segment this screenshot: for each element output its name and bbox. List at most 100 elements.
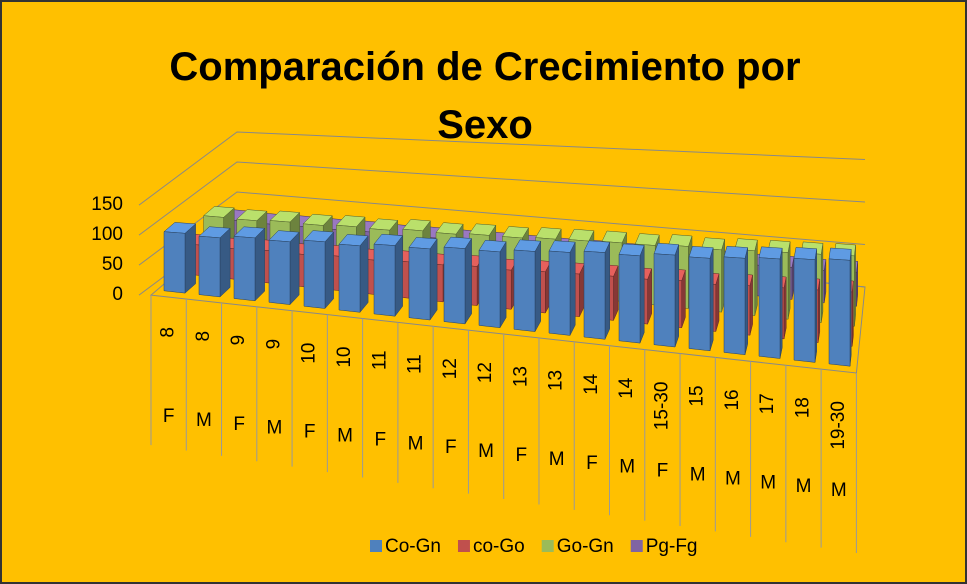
- group-label: F: [586, 453, 598, 474]
- bar-side: [184, 223, 196, 294]
- bar-front: [478, 250, 501, 328]
- bar-side: [709, 247, 714, 351]
- bar: [443, 236, 473, 325]
- legend-swatch: [630, 540, 643, 552]
- bar-side: [429, 238, 438, 321]
- x-tick-label: 9: [263, 339, 284, 350]
- bar: [303, 230, 335, 310]
- bar: [163, 222, 197, 294]
- bar-side: [324, 231, 334, 310]
- bar-top: [688, 246, 714, 259]
- bar: [793, 247, 817, 363]
- bar-side: [464, 237, 472, 325]
- group-label: F: [516, 445, 528, 466]
- bar-top: [653, 242, 680, 256]
- bar-side: [604, 242, 610, 340]
- legend-label: Pg-Fg: [646, 536, 698, 557]
- group-label: M: [725, 468, 741, 489]
- bar-front: [793, 258, 816, 363]
- bar: [758, 246, 783, 359]
- group-label: M: [760, 472, 776, 493]
- legend-swatch: [370, 540, 382, 552]
- bar-side: [779, 248, 783, 359]
- bar-side: [754, 240, 758, 316]
- x-tick-label: 10: [299, 343, 320, 364]
- bar-side: [787, 241, 791, 320]
- bar-front: [163, 231, 186, 294]
- bar-front: [653, 253, 676, 348]
- bar-top: [758, 246, 783, 260]
- x-tick-label: 16: [722, 389, 743, 410]
- bar-front: [758, 257, 781, 359]
- x-tick-label: 11: [369, 350, 390, 370]
- bar: [548, 240, 576, 336]
- bar-side: [394, 234, 403, 317]
- bar-top: [634, 233, 660, 246]
- group-label: M: [267, 418, 283, 439]
- bar-front: [443, 246, 466, 325]
- group-label: M: [549, 449, 565, 470]
- bar: [653, 242, 680, 348]
- y-tick-label: 0: [112, 284, 123, 305]
- bar: [618, 243, 645, 344]
- group-label: M: [408, 433, 424, 454]
- bar-side: [219, 227, 231, 298]
- x-tick-label: 14: [616, 377, 637, 399]
- bar-side: [569, 241, 576, 336]
- group-label: M: [831, 480, 847, 501]
- group-label: F: [374, 429, 386, 450]
- bar: [408, 237, 438, 321]
- x-tick-label: 12: [475, 362, 496, 383]
- bar: [198, 226, 231, 298]
- legend-label: Go-Gn: [557, 536, 614, 557]
- y-tick-label: 150: [91, 194, 123, 215]
- group-label: F: [445, 437, 457, 458]
- bar-side: [359, 235, 369, 313]
- bar-top: [618, 243, 645, 257]
- bar-front: [618, 254, 641, 344]
- legend-swatch: [541, 540, 554, 552]
- bar-side: [820, 243, 824, 323]
- legend-label: Co-Gn: [385, 536, 441, 557]
- bar-front: [303, 240, 326, 309]
- group-label: M: [690, 464, 706, 485]
- x-tick-label: 15: [687, 385, 708, 406]
- x-tick-label: 13: [510, 366, 531, 387]
- x-tick-label: 14: [581, 373, 602, 395]
- bar: [688, 246, 714, 352]
- group-label: F: [163, 406, 175, 427]
- bar-front: [233, 236, 256, 302]
- group-label: M: [796, 476, 812, 497]
- bar-side: [499, 240, 507, 329]
- bar: [828, 247, 852, 367]
- bar-front: [723, 256, 746, 355]
- bar-front: [828, 258, 851, 367]
- x-tick-label: 13: [546, 370, 567, 391]
- bar: [583, 240, 611, 340]
- x-tick-label: 15-30: [651, 382, 672, 431]
- bar-side: [814, 248, 817, 363]
- bar-front: [408, 247, 431, 321]
- bar-front: [688, 256, 711, 352]
- bar: [338, 234, 369, 313]
- bar: [373, 233, 404, 317]
- legend-label: co-Go: [473, 536, 525, 557]
- bar-front: [268, 239, 291, 305]
- bar: [233, 226, 266, 302]
- bar-top: [723, 245, 749, 259]
- x-tick-label: 9: [228, 335, 249, 346]
- group-label: M: [619, 457, 635, 478]
- bar: [478, 239, 507, 329]
- group-label: M: [478, 441, 494, 462]
- bar-side: [254, 227, 265, 302]
- chart-title: Comparación de Crecimiento por Sexo: [169, 45, 801, 147]
- x-tick-label: 8: [158, 327, 179, 338]
- bar: [723, 245, 749, 355]
- group-label: F: [233, 414, 245, 435]
- legend-swatch: [457, 540, 470, 552]
- bar-side: [744, 247, 748, 355]
- bar-front: [548, 250, 571, 336]
- x-tick-label: 11: [405, 354, 426, 374]
